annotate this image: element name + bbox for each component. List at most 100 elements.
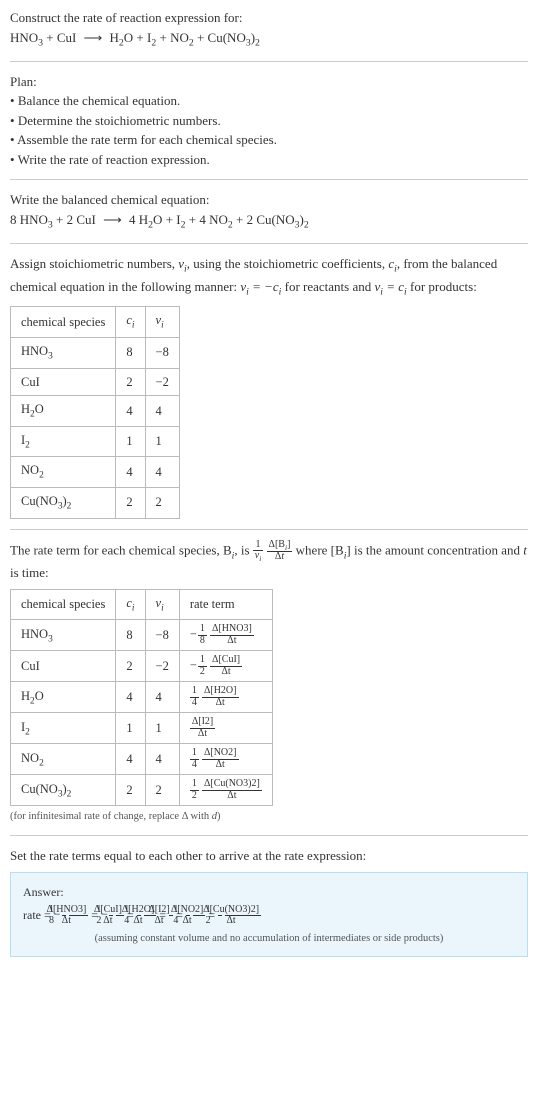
table-row: Cu(NO3)222 [11,487,180,518]
col-c: ci [116,307,145,338]
cell-species: H2O [11,682,116,713]
final-title: Set the rate terms equal to each other t… [10,846,528,866]
rateterm-section: The rate term for each chemical species,… [10,540,528,826]
rateterm-intro: The rate term for each chemical species,… [10,540,528,583]
header-section: Construct the rate of reaction expressio… [10,8,528,51]
cell-c: 2 [116,651,145,682]
cell-c: 4 [116,457,145,488]
table-row: HNO38−8 [11,337,180,368]
plan-item: Determine the stoichiometric numbers. [10,111,528,131]
cell-species: I2 [11,713,116,744]
cell-species: Cu(NO3)2 [11,775,116,806]
prompt-text: Construct the rate of reaction expressio… [10,8,528,28]
cell-nu: −2 [145,651,179,682]
cell-nu: 4 [145,682,179,713]
table-row: NO2 4 4 14 Δ[NO2]Δt [11,744,273,775]
cell-c: 4 [116,396,145,427]
plan-item: Assemble the rate term for each chemical… [10,130,528,150]
cell-c: 4 [116,682,145,713]
cell-c: 8 [116,337,145,368]
answer-assumption: (assuming constant volume and no accumul… [23,931,515,947]
divider [10,61,528,62]
answer-box: Answer: rate = −18 Δ[HNO3]Δt = −12 Δ[CuI… [10,872,528,958]
plan-title: Plan: [10,72,528,92]
plan-list: Balance the chemical equation. Determine… [10,91,528,169]
cell-rateterm: −18 Δ[HNO3]Δt [179,620,272,651]
cell-c: 2 [116,368,145,396]
rateterm-footnote: (for infinitesimal rate of change, repla… [10,809,528,825]
cell-nu: 4 [145,396,179,427]
cell-nu: −2 [145,368,179,396]
table-row: H2O44 [11,396,180,427]
divider [10,179,528,180]
general-delta-frac: Δ[Bi]Δt [267,540,293,563]
cell-nu: 1 [145,713,179,744]
table-row: H2O 4 4 14 Δ[H2O]Δt [11,682,273,713]
coeff: 2 [67,212,74,227]
final-section: Set the rate terms equal to each other t… [10,846,528,957]
unbalanced-equation: HNO3 + CuI ⟶ H2O + I2 + NO2 + Cu(NO3)2 [10,28,528,51]
table-row: CuI 2 −2 −12 Δ[CuI]Δt [11,651,273,682]
cell-species: Cu(NO3)2 [11,487,116,518]
cell-c: 1 [116,713,145,744]
cell-rateterm: 12 Δ[Cu(NO3)2]Δt [179,775,272,806]
divider [10,529,528,530]
cell-species: CuI [11,651,116,682]
table-row: I2 1 1 Δ[I2]Δt [11,713,273,744]
coeff: 2 [247,212,254,227]
cell-species: NO2 [11,744,116,775]
balanced-section: Write the balanced chemical equation: 8 … [10,190,528,233]
cell-c: 2 [116,775,145,806]
plan-item: Balance the chemical equation. [10,91,528,111]
table-row: Cu(NO3)2 2 2 12 Δ[Cu(NO3)2]Δt [11,775,273,806]
cell-rateterm: 14 Δ[NO2]Δt [179,744,272,775]
rate-expression: rate = −18 Δ[HNO3]Δt = −12 Δ[CuI]Δt = 14… [23,905,515,927]
cell-nu: 2 [145,775,179,806]
coeff: 8 [10,212,17,227]
cell-species: CuI [11,368,116,396]
divider [10,243,528,244]
divider [10,835,528,836]
table-row: HNO3 8 −8 −18 Δ[HNO3]Δt [11,620,273,651]
cell-nu: 2 [145,487,179,518]
table-row: CuI2−2 [11,368,180,396]
cell-species: I2 [11,426,116,457]
cell-nu: 4 [145,457,179,488]
plan-section: Plan: Balance the chemical equation. Det… [10,72,528,170]
col-nu: νi [145,307,179,338]
rateterm-table: chemical species ci νi rate term HNO3 8 … [10,589,273,807]
table-header-row: chemical species ci νi rate term [11,589,273,620]
cell-nu: −8 [145,337,179,368]
stoich-table: chemical species ci νi HNO38−8 CuI2−2 H2… [10,306,180,518]
cell-species: HNO3 [11,620,116,651]
answer-label: Answer: [23,883,515,901]
cell-rateterm: Δ[I2]Δt [179,713,272,744]
col-species: chemical species [11,589,116,620]
cell-species: NO2 [11,457,116,488]
cell-nu: 1 [145,426,179,457]
cell-c: 8 [116,620,145,651]
table-header-row: chemical species ci νi [11,307,180,338]
cell-c: 1 [116,426,145,457]
cell-nu: 4 [145,744,179,775]
balanced-equation: 8 HNO3 + 2 CuI ⟶ 4 H2O + I2 + 4 NO2 + 2 … [10,210,528,233]
cell-c: 2 [116,487,145,518]
table-row: NO244 [11,457,180,488]
cell-c: 4 [116,744,145,775]
coeff: 4 [199,212,206,227]
plan-item: Write the rate of reaction expression. [10,150,528,170]
cell-species: HNO3 [11,337,116,368]
stoich-intro: Assign stoichiometric numbers, νi, using… [10,254,528,300]
cell-rateterm: −12 Δ[CuI]Δt [179,651,272,682]
stoich-section: Assign stoichiometric numbers, νi, using… [10,254,528,519]
cell-species: H2O [11,396,116,427]
coeff: 4 [129,212,136,227]
table-row: I211 [11,426,180,457]
col-species: chemical species [11,307,116,338]
general-coef-frac: 1νi [253,540,264,563]
col-c: ci [116,589,145,620]
cell-nu: −8 [145,620,179,651]
balanced-title: Write the balanced chemical equation: [10,190,528,210]
cell-rateterm: 14 Δ[H2O]Δt [179,682,272,713]
col-nu: νi [145,589,179,620]
